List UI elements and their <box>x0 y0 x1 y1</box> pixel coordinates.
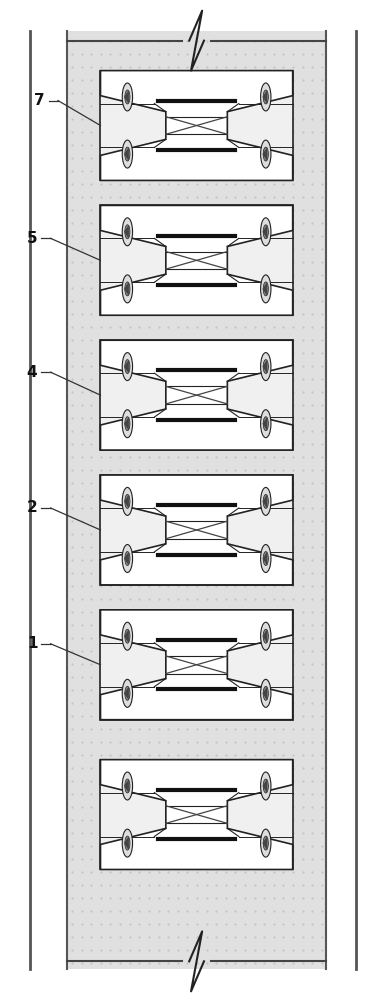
Circle shape <box>125 629 130 643</box>
Circle shape <box>122 83 132 111</box>
Polygon shape <box>262 90 267 104</box>
Circle shape <box>125 779 130 793</box>
Circle shape <box>263 686 268 700</box>
Bar <box>101 760 293 869</box>
Circle shape <box>122 545 132 572</box>
Bar <box>101 205 293 315</box>
Bar <box>101 610 293 720</box>
Text: 1: 1 <box>27 636 37 651</box>
Polygon shape <box>262 360 267 374</box>
Bar <box>101 475 293 585</box>
Polygon shape <box>262 282 267 296</box>
Circle shape <box>122 487 132 515</box>
Circle shape <box>263 779 268 793</box>
Polygon shape <box>124 225 129 239</box>
Polygon shape <box>101 205 293 315</box>
Circle shape <box>263 494 268 508</box>
Circle shape <box>260 353 271 381</box>
Circle shape <box>263 417 268 431</box>
Circle shape <box>263 552 268 566</box>
Polygon shape <box>262 686 267 700</box>
Polygon shape <box>101 610 293 720</box>
Circle shape <box>260 487 271 515</box>
Text: 2: 2 <box>27 500 37 515</box>
Text: 7: 7 <box>34 93 45 108</box>
Circle shape <box>122 353 132 381</box>
Polygon shape <box>262 836 267 850</box>
Circle shape <box>125 552 130 566</box>
Circle shape <box>122 218 132 246</box>
Circle shape <box>263 629 268 643</box>
Circle shape <box>122 679 132 707</box>
Circle shape <box>263 836 268 850</box>
Circle shape <box>122 410 132 438</box>
Circle shape <box>125 147 130 161</box>
Circle shape <box>260 218 271 246</box>
Circle shape <box>260 622 271 650</box>
Polygon shape <box>262 629 267 643</box>
Polygon shape <box>124 552 129 566</box>
Circle shape <box>260 829 271 857</box>
Circle shape <box>125 90 130 104</box>
Circle shape <box>260 140 271 168</box>
Polygon shape <box>124 417 129 431</box>
Polygon shape <box>101 71 293 180</box>
Circle shape <box>122 622 132 650</box>
Polygon shape <box>124 282 129 296</box>
Circle shape <box>263 282 268 296</box>
Circle shape <box>125 225 130 239</box>
Bar <box>101 71 293 180</box>
Circle shape <box>122 275 132 303</box>
Circle shape <box>122 772 132 800</box>
Circle shape <box>122 140 132 168</box>
Circle shape <box>260 83 271 111</box>
Circle shape <box>125 417 130 431</box>
Polygon shape <box>124 686 129 700</box>
Polygon shape <box>124 494 129 508</box>
Polygon shape <box>262 417 267 431</box>
Circle shape <box>263 360 268 374</box>
Circle shape <box>125 686 130 700</box>
Polygon shape <box>101 760 293 869</box>
Circle shape <box>260 772 271 800</box>
Circle shape <box>263 147 268 161</box>
Polygon shape <box>262 494 267 508</box>
Circle shape <box>263 225 268 239</box>
Polygon shape <box>124 360 129 374</box>
Circle shape <box>125 836 130 850</box>
Polygon shape <box>101 475 293 585</box>
Text: 5: 5 <box>27 231 37 246</box>
Bar <box>101 340 293 450</box>
Polygon shape <box>124 90 129 104</box>
Text: 4: 4 <box>27 365 37 380</box>
Polygon shape <box>124 629 129 643</box>
Bar <box>67 31 326 969</box>
Circle shape <box>260 275 271 303</box>
Circle shape <box>125 282 130 296</box>
Circle shape <box>263 90 268 104</box>
Circle shape <box>260 545 271 572</box>
Polygon shape <box>101 340 293 450</box>
Polygon shape <box>262 147 267 161</box>
Polygon shape <box>124 779 129 793</box>
Polygon shape <box>262 779 267 793</box>
Polygon shape <box>262 225 267 239</box>
Circle shape <box>122 829 132 857</box>
Circle shape <box>125 360 130 374</box>
Circle shape <box>260 410 271 438</box>
Circle shape <box>260 679 271 707</box>
Circle shape <box>125 494 130 508</box>
Polygon shape <box>262 552 267 566</box>
Polygon shape <box>124 836 129 850</box>
Polygon shape <box>124 147 129 161</box>
